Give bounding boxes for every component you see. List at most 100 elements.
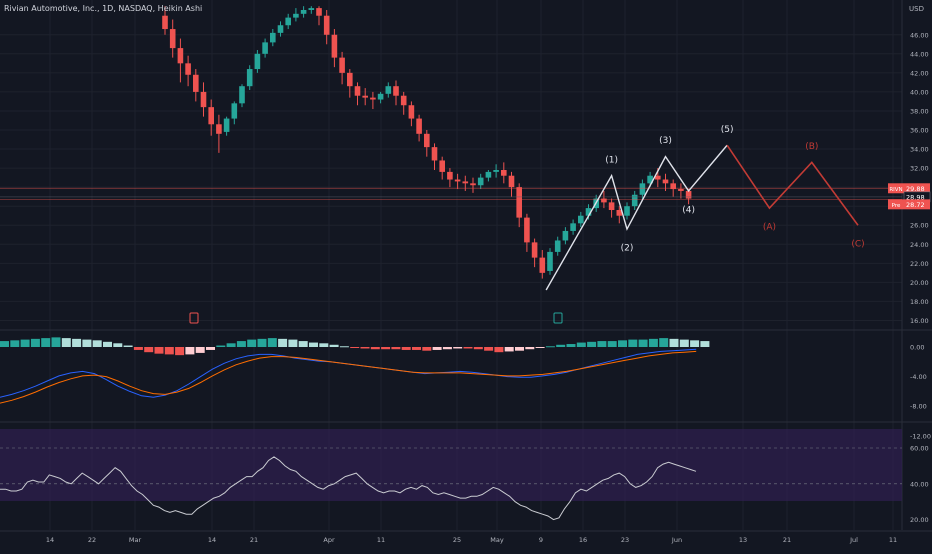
macd-histogram-bar — [525, 347, 535, 350]
time-tick-label: 13 — [739, 536, 747, 544]
candle-body — [608, 202, 615, 210]
macd-histogram-bar — [236, 341, 246, 347]
price-tick-label: 34.00 — [910, 146, 929, 154]
time-tick-label: 14 — [208, 536, 216, 544]
candle-body — [501, 170, 507, 176]
candle-body — [647, 175, 653, 184]
macd-histogram-bar — [133, 347, 143, 350]
candle-body — [393, 86, 399, 96]
price-badge-value: 28.72 — [906, 201, 925, 209]
macd-histogram-bar — [82, 339, 92, 347]
rsi-tick-label: 20.00 — [910, 516, 929, 524]
macd-tick-label: -8.00 — [910, 403, 927, 411]
rsi-background-band — [0, 429, 902, 501]
candle-body — [639, 183, 646, 195]
macd-histogram-bar — [587, 341, 597, 347]
wave-label: (2) — [621, 243, 634, 253]
price-badge-value: 29.88 — [906, 185, 925, 193]
candle-body — [377, 93, 384, 100]
candle-body — [339, 57, 345, 73]
macd-histogram-bar — [432, 347, 442, 350]
macd-histogram-bar — [164, 347, 174, 355]
candle-body — [231, 103, 238, 119]
candle-body — [439, 160, 445, 172]
macd-histogram-bar — [484, 347, 494, 351]
candle-body — [277, 25, 284, 33]
macd-histogram-bar — [154, 347, 164, 354]
macd-histogram-bar — [339, 346, 349, 348]
candle-body — [516, 187, 522, 218]
elliott-wave-layer: (1) (2) (3) (4) (5) (A) (B) (C) — [189, 125, 865, 324]
candle-body — [208, 107, 214, 125]
macd-histogram-bar — [535, 347, 545, 348]
macd-histogram-bar — [618, 340, 627, 347]
macd-histogram-bar — [20, 339, 30, 347]
time-tick-label: 9 — [539, 536, 543, 544]
rsi-layer — [0, 456, 697, 521]
candle-body — [477, 177, 484, 186]
macd-histogram-bar — [504, 347, 514, 352]
macd-histogram-bar — [30, 338, 40, 347]
candle-body — [162, 15, 168, 30]
wave-correction-line — [726, 144, 859, 226]
candle-body — [185, 63, 191, 75]
event-marker — [189, 312, 199, 324]
price-badge-box — [904, 183, 930, 194]
macd-histogram-bar — [401, 347, 411, 350]
wave-label: (4) — [682, 205, 695, 215]
macd-histogram-bar — [690, 340, 700, 347]
time-tick-label: 21 — [250, 536, 258, 544]
candle-body — [424, 133, 430, 148]
rsi-tick-label: 60.00 — [910, 445, 929, 453]
price-badge-label: RIVN — [889, 187, 902, 193]
macd-histogram-bar — [648, 338, 658, 347]
macd-histogram-bar — [545, 346, 555, 348]
candle-body — [300, 10, 307, 14]
candle-body — [200, 91, 207, 108]
candle-body — [316, 8, 322, 16]
macd-histogram-bar — [381, 347, 391, 350]
candle-body — [462, 181, 469, 184]
candle-body — [216, 124, 222, 134]
candle-body — [347, 72, 353, 87]
macd-histogram-bar — [298, 341, 308, 347]
candle-body — [685, 190, 692, 199]
candle-body — [285, 17, 291, 26]
candle-body — [331, 34, 338, 58]
macd-histogram-bar — [92, 340, 102, 347]
macd-histogram-bar — [659, 338, 669, 347]
macd-histogram-bar — [412, 347, 421, 350]
candle-body — [524, 217, 530, 243]
macd-tick-label: -4.00 — [910, 373, 927, 381]
macd-histogram-bar — [226, 343, 236, 347]
candle-body — [570, 223, 576, 231]
candle-body — [408, 105, 415, 119]
candle-body — [362, 95, 368, 98]
macd-histogram-bar — [370, 347, 380, 350]
macd-histogram-bar — [247, 339, 257, 347]
price-badge-label: Pre — [892, 203, 901, 209]
time-tick-label: 25 — [453, 536, 461, 544]
candle-body — [508, 175, 515, 188]
candle-body — [246, 69, 253, 87]
time-tick-label: Apr — [323, 536, 335, 544]
macd-histogram-bar — [597, 341, 607, 347]
macd-histogram-bar — [144, 347, 154, 353]
candle-body — [616, 210, 623, 216]
rsi-band-layer — [0, 429, 902, 501]
macd-histogram-bar — [669, 338, 679, 347]
candles-layer — [162, 6, 692, 279]
price-tick-label: 16.00 — [910, 317, 929, 325]
candle-body — [308, 8, 315, 10]
macd-histogram-bar — [216, 345, 226, 347]
price-tick-label: 26.00 — [910, 222, 929, 230]
price-tick-label: 46.00 — [910, 31, 929, 39]
macd-histogram-bar — [195, 347, 205, 353]
price-tick-label: 20.00 — [910, 279, 929, 287]
macd-histogram-bar — [319, 343, 329, 347]
macd-histogram-bar — [103, 341, 112, 347]
price-badge: RIVN 29.88 — [888, 183, 930, 194]
price-tick-label: 44.00 — [910, 50, 929, 58]
